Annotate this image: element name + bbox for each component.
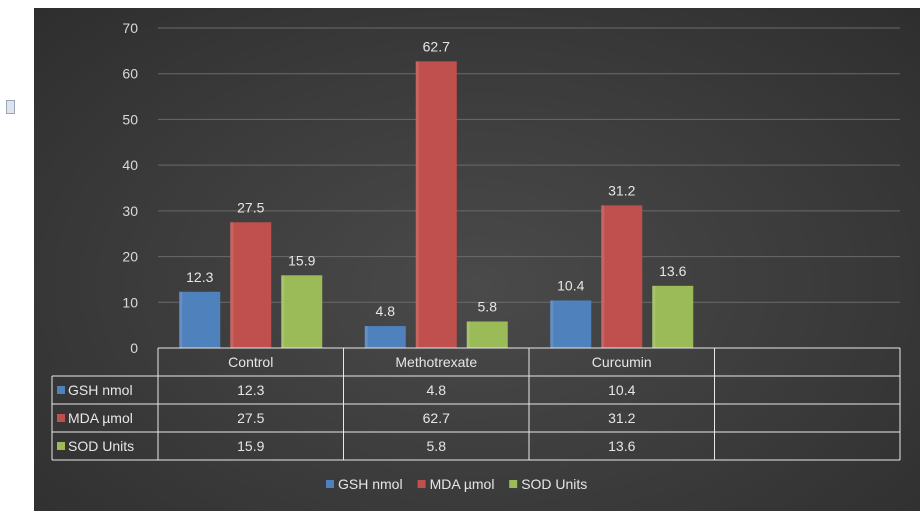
y-tick-label: 0	[130, 340, 138, 356]
table-series-name: MDA µmol	[68, 410, 133, 426]
y-tick-label: 60	[122, 66, 138, 82]
bar	[550, 300, 592, 348]
gridlines	[158, 27, 900, 303]
table-cell: 10.4	[608, 382, 635, 398]
data-labels: 12.3 27.5 15.9 4.8 62.7 5.8 10.4 31.2 13.6	[186, 38, 686, 319]
y-tick-label: 20	[122, 249, 138, 265]
bars	[179, 61, 694, 348]
y-tick-label: 40	[122, 157, 138, 173]
legend-entry: MDA µmol	[430, 476, 495, 492]
data-label: 31.2	[608, 182, 635, 198]
bar-chart: 0 10 20 30 40 50 60 70 12.3 27.5 15.9 4.8 62.7 5.8 10…	[51, 20, 901, 492]
y-tick-label: 50	[122, 111, 138, 127]
table-cell: 13.6	[608, 438, 635, 454]
bar-highlight	[415, 61, 419, 348]
bar-highlight	[179, 291, 183, 348]
bar	[179, 291, 221, 348]
chart-area: 0 10 20 30 40 50 60 70 12.3 27.5 15.9 4.8 62.7 5.8 10…	[34, 8, 920, 511]
data-label: 27.5	[237, 199, 264, 215]
window-edge-marker	[6, 100, 15, 114]
data-table: Control Methotrexate Curcumin GSH nmol 12.3 4…	[51, 347, 901, 461]
table-cell: 62.7	[423, 410, 450, 426]
data-label: 62.7	[423, 38, 450, 54]
bar-highlight	[550, 300, 554, 348]
data-label: 13.6	[659, 263, 686, 279]
category-label: Methotrexate	[395, 354, 477, 370]
table-cell: 4.8	[427, 382, 447, 398]
table-series-name: GSH nmol	[68, 382, 133, 398]
y-tick-label: 70	[122, 20, 138, 36]
bar	[415, 61, 457, 348]
data-label: 15.9	[288, 252, 315, 268]
legend-key	[326, 480, 334, 488]
legend-key	[509, 480, 518, 488]
series-key	[57, 386, 65, 394]
data-label: 5.8	[478, 298, 498, 314]
table-cell: 5.8	[427, 438, 447, 454]
bar-highlight	[281, 275, 285, 348]
legend: GSH nmol MDA µmol SOD Units	[326, 476, 587, 492]
bar	[364, 326, 406, 348]
table-cell: 15.9	[237, 438, 264, 454]
bar	[281, 275, 323, 348]
legend-key	[417, 480, 426, 488]
legend-entry: SOD Units	[521, 476, 587, 492]
bar	[230, 222, 272, 348]
bar-highlight	[652, 285, 656, 348]
data-label: 12.3	[186, 269, 213, 285]
bar-highlight	[466, 321, 470, 348]
table-cell: 27.5	[237, 410, 264, 426]
bar	[466, 321, 508, 348]
table-series-name: SOD Units	[68, 438, 134, 454]
bar-highlight	[601, 205, 605, 348]
category-label: Control	[228, 354, 273, 370]
bar	[652, 285, 694, 348]
series-key	[57, 414, 65, 422]
y-tick-label: 10	[122, 294, 138, 310]
bar-highlight	[230, 222, 234, 348]
bar	[601, 205, 643, 348]
y-axis-tick-labels: 0 10 20 30 40 50 60 70	[122, 20, 138, 356]
table-cell: 12.3	[237, 382, 264, 398]
legend-entry: GSH nmol	[338, 476, 403, 492]
bar-highlight	[364, 326, 368, 348]
data-label: 4.8	[376, 303, 396, 319]
table-cell: 31.2	[608, 410, 635, 426]
series-key	[57, 442, 65, 450]
data-label: 10.4	[557, 277, 584, 293]
category-label: Curcumin	[592, 354, 652, 370]
y-tick-label: 30	[122, 203, 138, 219]
